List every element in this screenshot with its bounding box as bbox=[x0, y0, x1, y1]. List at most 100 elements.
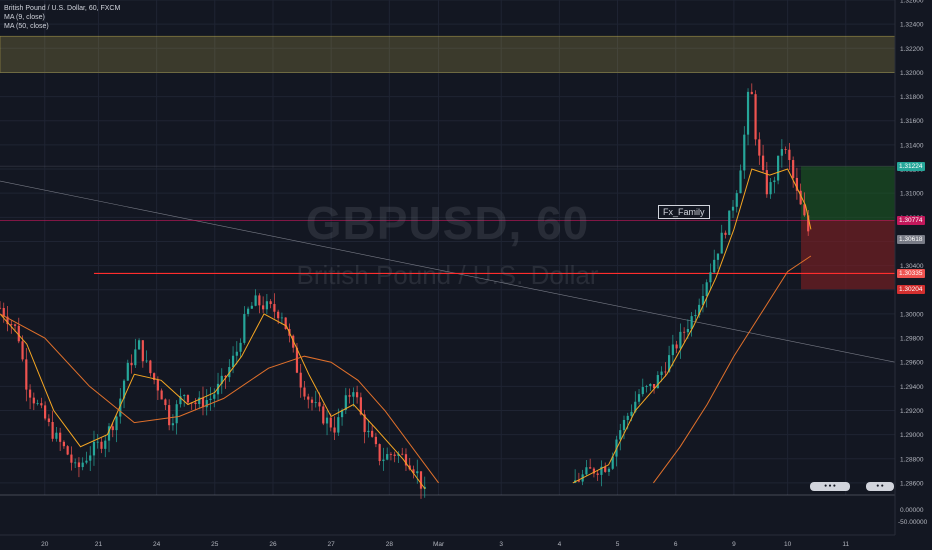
candle-body-163 bbox=[758, 139, 761, 156]
candle-body-11 bbox=[40, 403, 43, 406]
trendline bbox=[0, 180, 896, 363]
time-tick-5: 27 bbox=[328, 541, 336, 548]
candle-body-31 bbox=[115, 416, 118, 431]
tool-icon[interactable]: ● ● bbox=[876, 483, 884, 489]
candle-body-42 bbox=[156, 379, 159, 391]
candle-body-102 bbox=[382, 459, 385, 462]
price-tag-support: 1.30335 bbox=[897, 268, 925, 278]
candle-body-20 bbox=[74, 462, 77, 464]
time-tick-12: 9 bbox=[732, 541, 736, 548]
candle-body-68 bbox=[254, 295, 257, 306]
price-axis[interactable]: 1.32600 1.32400 1.32200 1.32000 1.31800 1.316… bbox=[894, 0, 928, 535]
candle-body-43 bbox=[160, 390, 163, 400]
candle-body-62 bbox=[231, 355, 235, 368]
candle-body-35 bbox=[130, 362, 133, 366]
candle-body-107 bbox=[401, 453, 404, 455]
resistance-zone-rect bbox=[0, 35, 896, 73]
candle-body-64 bbox=[239, 342, 242, 352]
price-tag-stop: 1.30204 bbox=[897, 284, 925, 294]
legend-ma50[interactable]: MA (50, close) bbox=[4, 23, 49, 30]
candle-body-21 bbox=[77, 462, 81, 468]
candle-body-32 bbox=[119, 398, 122, 417]
candle-body-90 bbox=[337, 417, 340, 433]
candle-body-145 bbox=[690, 316, 693, 329]
watermark-description: British Pound / U.S. Dollar bbox=[296, 260, 599, 290]
candle-body-3 bbox=[10, 324, 13, 325]
candle-body-149 bbox=[705, 282, 708, 296]
candle-body-4 bbox=[13, 324, 17, 326]
time-tick-9: 4 bbox=[558, 541, 562, 548]
candle-body-50 bbox=[186, 395, 190, 403]
ma50-line-0 bbox=[0, 313, 440, 484]
candle-body-59 bbox=[220, 375, 223, 384]
candle-body-176 bbox=[807, 215, 810, 232]
candle-body-38 bbox=[141, 340, 144, 362]
legend-ma9[interactable]: MA (9, close) bbox=[4, 14, 45, 21]
price-tick-4: 1.31800 bbox=[900, 94, 924, 101]
candle-body-71 bbox=[265, 301, 268, 310]
candle-body-138 bbox=[664, 371, 667, 373]
candle-body-108 bbox=[404, 454, 408, 466]
time-tick-4: 26 bbox=[269, 541, 277, 548]
price-tick-15: 1.29600 bbox=[900, 360, 924, 367]
candle-body-79 bbox=[295, 347, 299, 373]
candle-body-13 bbox=[47, 418, 50, 422]
annotation-label[interactable]: Fx_Family bbox=[658, 205, 710, 219]
candle-body-119 bbox=[592, 468, 596, 474]
candle-body-154 bbox=[724, 232, 727, 235]
candle-body-24 bbox=[89, 455, 92, 461]
candle-body-111 bbox=[416, 471, 419, 474]
price-tick-5: 1.31600 bbox=[900, 118, 924, 125]
chart-tool-buttons-right[interactable]: ● ● bbox=[866, 482, 894, 491]
time-tick-13: 10 bbox=[784, 541, 792, 548]
time-tick-8: 3 bbox=[499, 541, 503, 548]
moving-averages bbox=[0, 168, 812, 490]
candle-body-48 bbox=[179, 396, 182, 405]
candle-body-120 bbox=[596, 473, 599, 475]
candle-body-100 bbox=[374, 436, 377, 445]
candle-body-84 bbox=[314, 402, 317, 404]
time-tick-7: Mar bbox=[433, 541, 445, 548]
candle-body-152 bbox=[716, 253, 720, 260]
candle-body-23 bbox=[85, 460, 88, 463]
candle-body-6 bbox=[21, 341, 24, 360]
legend-title: British Pound / U.S. Dollar, 60, FXCM bbox=[4, 5, 121, 12]
candle-body-137 bbox=[660, 371, 663, 376]
candle-body-66 bbox=[246, 308, 250, 315]
candle-body-122 bbox=[604, 466, 607, 472]
ma9-line-1 bbox=[572, 168, 812, 484]
candle-body-8 bbox=[28, 389, 32, 398]
chart-tool-buttons-left[interactable]: ● ● ● bbox=[810, 482, 850, 491]
tool-icon[interactable]: ● ● ● bbox=[824, 483, 836, 489]
legend: British Pound / U.S. Dollar, 60, FXCM MA… bbox=[4, 4, 120, 31]
candle-body-123 bbox=[607, 468, 611, 472]
resistance-zone[interactable] bbox=[0, 35, 896, 73]
candle-body-135 bbox=[652, 383, 656, 389]
candle-body-33 bbox=[122, 380, 126, 399]
candle-body-159 bbox=[743, 134, 746, 171]
candle-body-7 bbox=[25, 359, 28, 390]
candle-body-56 bbox=[209, 398, 212, 401]
candle-body-124 bbox=[611, 456, 614, 469]
candle-body-57 bbox=[213, 394, 216, 399]
candle-body-28 bbox=[104, 440, 107, 449]
price-tick-11: 1.30400 bbox=[900, 263, 924, 270]
candle-body-146 bbox=[694, 314, 697, 317]
candle-body-115 bbox=[577, 480, 580, 482]
ma9-line-0 bbox=[0, 313, 426, 490]
candle-body-156 bbox=[731, 206, 735, 211]
horizontal-lines[interactable] bbox=[0, 165, 896, 363]
candle-body-16 bbox=[59, 432, 62, 442]
candle-body-169 bbox=[780, 149, 783, 156]
candle-body-53 bbox=[198, 397, 201, 405]
time-axis[interactable]: 20 21 24 25 26 27 28 Mar 3 4 5 6 9 10 11 bbox=[0, 534, 895, 548]
long-position-tool[interactable] bbox=[801, 166, 895, 290]
candle-body-72 bbox=[269, 301, 272, 305]
candle-body-117 bbox=[585, 467, 588, 475]
candle-body-89 bbox=[333, 427, 336, 433]
lower-tick-1: -50.00000 bbox=[898, 519, 928, 526]
candle-body-103 bbox=[386, 454, 389, 460]
candle-body-18 bbox=[66, 446, 69, 455]
candle-body-167 bbox=[773, 180, 776, 183]
